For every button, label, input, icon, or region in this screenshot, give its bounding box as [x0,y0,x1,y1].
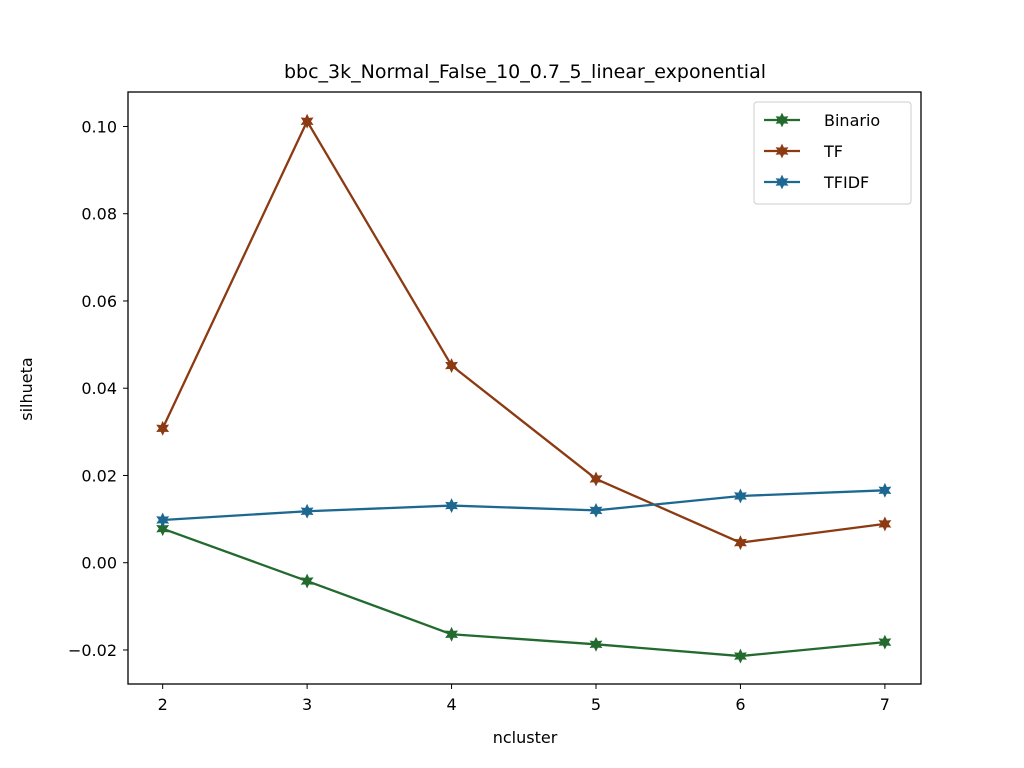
x-tick-label: 4 [446,695,456,714]
data-point-tf [734,535,747,551]
y-tick-label: −0.02 [68,641,117,660]
y-tick-label: 0.04 [81,379,117,398]
legend: Binario TF TFIDF [753,101,912,205]
data-point-binario [300,573,314,589]
y-tick-label: 0.06 [81,292,117,311]
y-tick-label: 0.02 [81,466,117,485]
chart-title: bbc_3k_Normal_False_10_0.7_5_linear_expo… [284,61,766,83]
legend-marker [775,112,789,128]
y-axis-label: silhueta [17,357,36,420]
data-point-tfidf [156,512,170,528]
legend-label: TF [823,142,843,161]
data-point-binario [589,636,603,652]
data-point-binario [445,626,458,642]
legend-box [753,101,912,205]
x-tick-label: 7 [880,695,890,714]
legend-marker [775,143,789,159]
x-tick-label: 2 [158,695,168,714]
data-point-binario [734,648,747,664]
data-point-binario [878,634,892,650]
series-line-tf [161,120,886,544]
data-point-tf [878,516,892,532]
x-axis-label: ncluster [493,728,558,747]
x-tick-label: 3 [302,695,312,714]
data-point-tfidf [445,498,458,513]
data-point-tf [156,420,170,436]
series-line-binario [162,527,886,658]
legend-label: Binario [824,111,880,130]
data-point-tf [445,358,458,373]
series-line-tfidf [162,489,885,522]
y-tick-label: 0.00 [81,554,117,573]
x-tick-label: 6 [735,695,745,714]
data-point-tfidf [589,502,603,518]
x-tick-label: 5 [591,695,601,714]
data-point-tfidf [300,503,314,519]
data-point-tf [300,113,314,129]
data-point-tfidf [734,488,747,504]
legend-marker [775,174,789,190]
data-point-binario [156,521,170,537]
legend-label: TFIDF [823,173,869,192]
data-point-tf [589,471,603,487]
y-tick-label: 0.08 [81,205,117,224]
y-tick-label: 0.10 [81,117,117,136]
data-point-tfidf [878,482,892,498]
